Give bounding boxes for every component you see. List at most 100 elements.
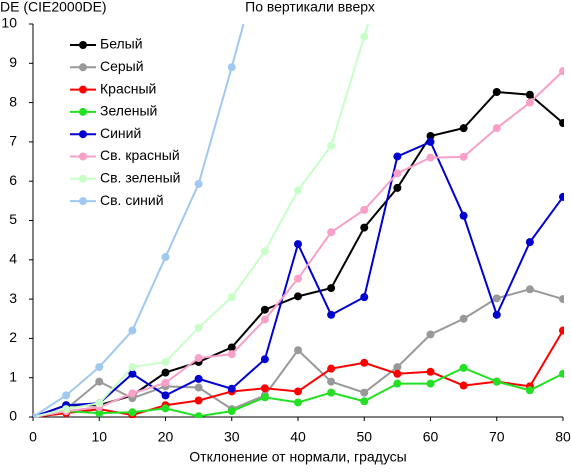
data-point [492, 124, 501, 133]
data-point [227, 350, 236, 359]
data-point [360, 293, 369, 302]
legend-label: Красный [100, 80, 156, 96]
legend-marker [79, 63, 87, 72]
data-point [360, 223, 369, 232]
data-point [161, 404, 170, 413]
data-point [227, 384, 236, 393]
data-point [426, 330, 435, 339]
data-point [194, 383, 203, 392]
data-point [559, 67, 564, 76]
x-tick-label: 0 [29, 429, 37, 445]
data-point [62, 391, 71, 400]
x-tick-label: 20 [158, 429, 174, 445]
data-point [393, 363, 402, 372]
data-point [426, 137, 435, 146]
y-tick-label: 6 [9, 172, 17, 188]
legend-label: Св. синий [100, 192, 164, 208]
data-point [525, 238, 534, 247]
data-point [525, 285, 534, 294]
data-point [294, 346, 302, 355]
data-point [393, 169, 402, 178]
data-point [95, 409, 104, 418]
data-point [260, 384, 269, 393]
data-point [95, 377, 104, 386]
series-line [33, 24, 245, 418]
data-point [128, 363, 137, 372]
data-point [128, 408, 137, 417]
data-point [260, 355, 269, 364]
data-point [360, 32, 369, 41]
data-point [459, 363, 468, 372]
data-point [260, 305, 269, 314]
data-point [161, 357, 170, 366]
y-tick-label: 10 [1, 15, 17, 31]
data-point [327, 310, 336, 319]
y-tick-label: 5 [9, 211, 17, 227]
data-point [161, 391, 170, 400]
data-point [525, 386, 534, 395]
data-point [426, 367, 435, 376]
data-point [294, 240, 302, 249]
data-point [260, 315, 269, 324]
y-tick-label: 2 [9, 329, 17, 345]
y-tick-label: 0 [9, 408, 17, 424]
data-point [459, 124, 468, 133]
data-point [559, 295, 564, 304]
data-point [327, 388, 336, 397]
data-point [559, 119, 564, 128]
y-tick-label: 4 [9, 251, 17, 267]
data-point [327, 284, 336, 293]
data-point [194, 323, 203, 332]
x-tick-label: 10 [91, 429, 107, 445]
data-point [128, 369, 137, 378]
legend-marker [79, 130, 87, 139]
data-point [525, 98, 534, 107]
data-point [95, 363, 104, 372]
data-point [393, 183, 402, 192]
y-tick-label: 7 [9, 133, 17, 149]
data-point [227, 343, 236, 352]
data-point [194, 412, 203, 418]
data-point [128, 326, 137, 335]
data-point [294, 398, 302, 407]
data-point [459, 381, 468, 390]
data-point [62, 405, 71, 414]
x-axis-label: Отклонение от нормали, градусы [189, 449, 406, 465]
data-point [393, 152, 402, 161]
data-point [559, 192, 564, 201]
data-point [459, 211, 468, 220]
y-axis-label: DE (CIE2000DE) [0, 0, 107, 15]
data-point [459, 152, 468, 161]
x-tick-label: 70 [489, 429, 505, 445]
data-point [426, 153, 435, 162]
legend-label: Белый [100, 36, 143, 52]
data-point [227, 293, 236, 302]
chart-title: По вертикали вверх [245, 0, 375, 15]
data-point [393, 379, 402, 388]
data-point [260, 247, 269, 256]
data-point [161, 378, 170, 387]
data-point [294, 274, 302, 283]
data-point [327, 141, 336, 150]
data-point [492, 87, 501, 96]
data-point [426, 132, 435, 141]
data-point [426, 379, 435, 388]
legend-marker [79, 152, 87, 161]
legend-label: Зеленый [100, 103, 157, 119]
data-point [227, 407, 236, 416]
data-point [559, 326, 564, 335]
y-tick-label: 8 [9, 93, 17, 109]
data-point [95, 399, 104, 408]
y-tick-label: 3 [9, 290, 17, 306]
data-point [194, 396, 203, 405]
data-point [128, 389, 137, 398]
data-point [294, 186, 302, 195]
data-point [194, 179, 203, 188]
data-point [294, 387, 302, 396]
data-point [327, 377, 336, 386]
data-point [327, 228, 336, 237]
legend-label: Св. зеленый [100, 170, 180, 186]
legend-label: Синий [100, 125, 141, 141]
data-point [194, 374, 203, 383]
